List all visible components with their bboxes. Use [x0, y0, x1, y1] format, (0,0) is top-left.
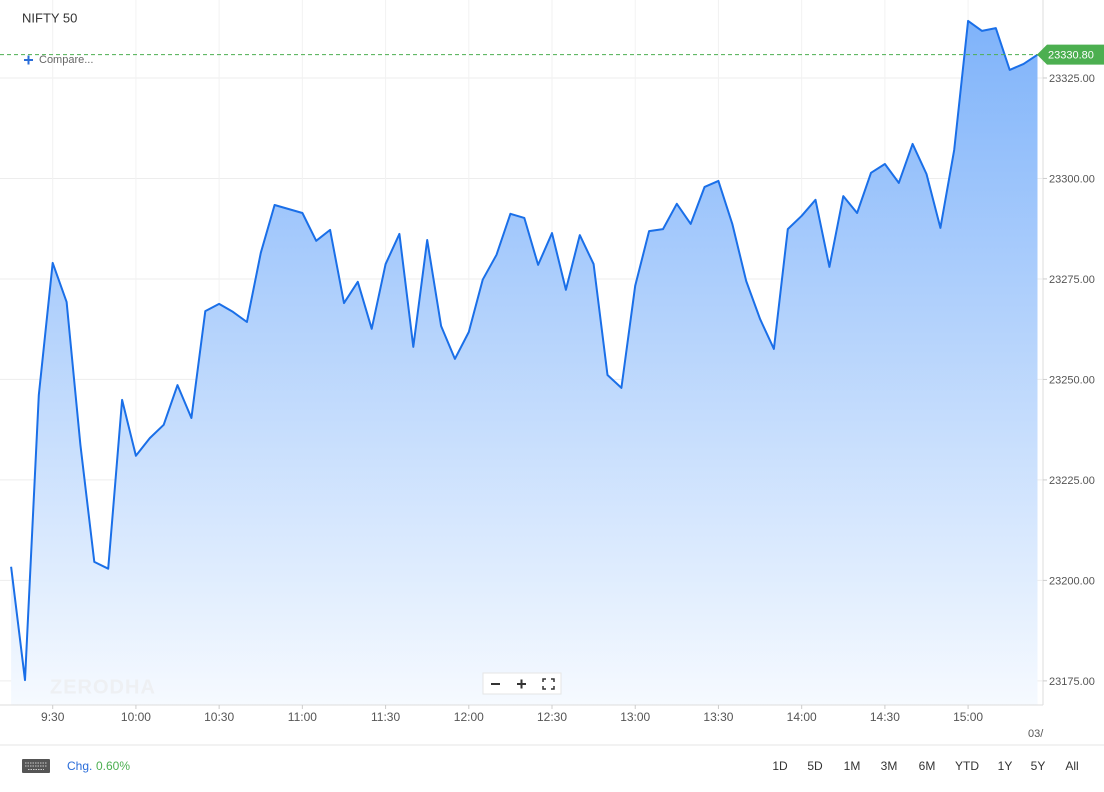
plus-icon [24, 55, 33, 65]
fullscreen[interactable] [542, 678, 555, 690]
area [11, 20, 1038, 705]
y-tick-label: 23250.00 [1049, 374, 1095, 386]
y-tick-label: 23225.00 [1049, 475, 1095, 487]
compare-button[interactable]: Compare... [24, 54, 93, 66]
x-tick-label: 11:30 [371, 710, 400, 724]
keyboard-icon[interactable] [22, 759, 50, 773]
plot [10, 19, 1039, 705]
range-button[interactable]: All [1065, 759, 1078, 773]
x-tick-label: 10:00 [121, 710, 151, 724]
watermark: ZERODHA [50, 676, 156, 698]
range-buttons: 1D 5D 1M 3M 6M YTD 1Y 5Y All [772, 759, 1078, 773]
x-tick-label: 13:00 [620, 710, 650, 724]
x-tick-label: 10:30 [204, 710, 234, 724]
x-tick-label: 14:30 [870, 710, 900, 724]
x-tick-label: 12:30 [537, 710, 567, 724]
zoom-controls [482, 672, 562, 695]
range-button[interactable]: 1Y [998, 759, 1013, 773]
keyboard-keys [25, 762, 47, 770]
last-value-tag [1037, 44, 1104, 65]
y-tick-label: 23200.00 [1049, 575, 1095, 587]
y-tick-label: 23275.00 [1049, 274, 1095, 286]
range-button[interactable]: 1D [772, 759, 788, 773]
x-tick-label: 9:30 [41, 710, 65, 724]
range-button[interactable]: YTD [955, 759, 979, 773]
x-tick-label: 13:30 [703, 710, 733, 724]
range-button[interactable]: 6M [919, 759, 936, 773]
x-end-label: 03/ [1028, 728, 1044, 740]
x-tick-label: 14:00 [787, 710, 817, 724]
y-tick-label: 23325.00 [1049, 73, 1095, 85]
line [10, 19, 1039, 682]
compare-label[interactable]: Compare... [39, 54, 93, 66]
range-button[interactable]: 3M [881, 759, 898, 773]
range-button[interactable]: 5D [807, 759, 823, 773]
y-tick-label: 23175.00 [1049, 676, 1095, 688]
y-tick-label: 23300.00 [1049, 173, 1095, 185]
last-value-label: 23330.80 [1048, 50, 1094, 62]
x-tick-label: 15:00 [953, 710, 983, 724]
x-tick-label: 11:00 [288, 710, 317, 724]
zoom-in[interactable] [517, 679, 526, 689]
range-button[interactable]: 1M [844, 759, 861, 773]
chart-title: NIFTY 50 [22, 10, 77, 25]
x-tick-label: 12:00 [454, 710, 484, 724]
change-label: Chg. [67, 759, 92, 773]
change-value: 0.60% [96, 759, 130, 773]
range-button[interactable]: 5Y [1031, 759, 1046, 773]
